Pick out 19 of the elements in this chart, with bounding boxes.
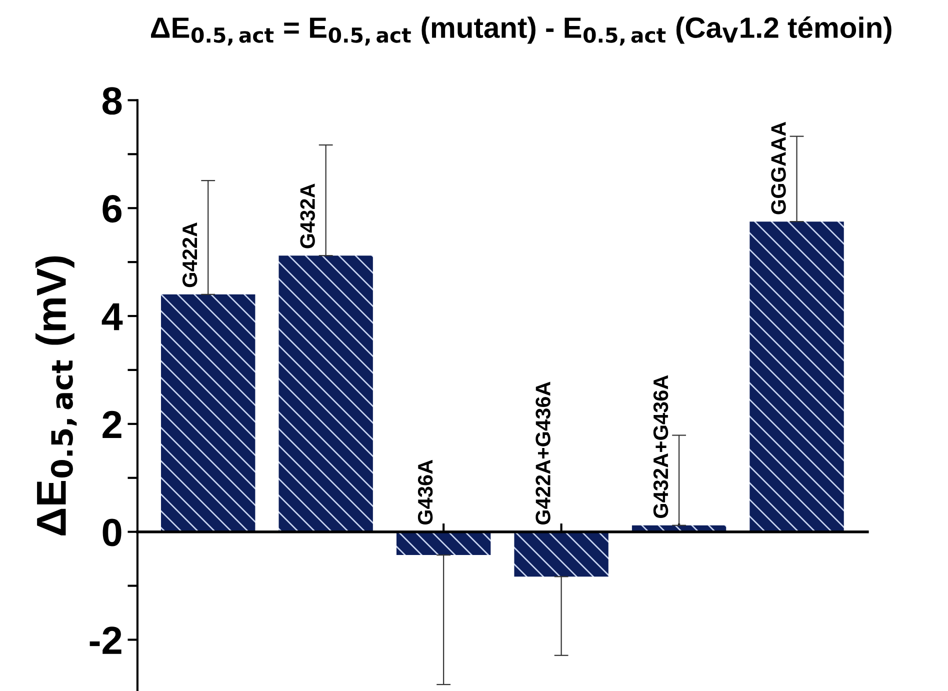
bar (278, 256, 373, 532)
x-tick-label: G432A+G436A (653, 375, 668, 518)
bar (750, 222, 844, 532)
y-tick-label: 6 (102, 195, 122, 223)
bar (161, 294, 256, 532)
y-tick-label: 2 (102, 410, 122, 438)
x-tick-label: G422A (182, 222, 198, 288)
y-tick-label: 4 (102, 303, 123, 330)
x-tick-label: G432A (300, 184, 315, 248)
chart-title: ΔE$_{0.5,act}$ = E$_{0.5,act}$ (mutant) - E$_{0.5,act}$ (Ca$_{V}$1.2 témoin) (150, 16, 892, 46)
bar (514, 532, 608, 577)
x-tick-label: GGGAAA (771, 122, 786, 214)
y-tick-label: 0 (102, 518, 122, 546)
x-tick-label: G436A (418, 460, 433, 525)
x-tick-label: G422A+G436A (536, 382, 550, 525)
y-axis-title: ΔE$_{0.5,act}$ (mV) (36, 256, 77, 536)
y-tick-label: -2 (90, 626, 122, 654)
bar (396, 532, 491, 556)
y-tick-label: 8 (102, 87, 122, 115)
